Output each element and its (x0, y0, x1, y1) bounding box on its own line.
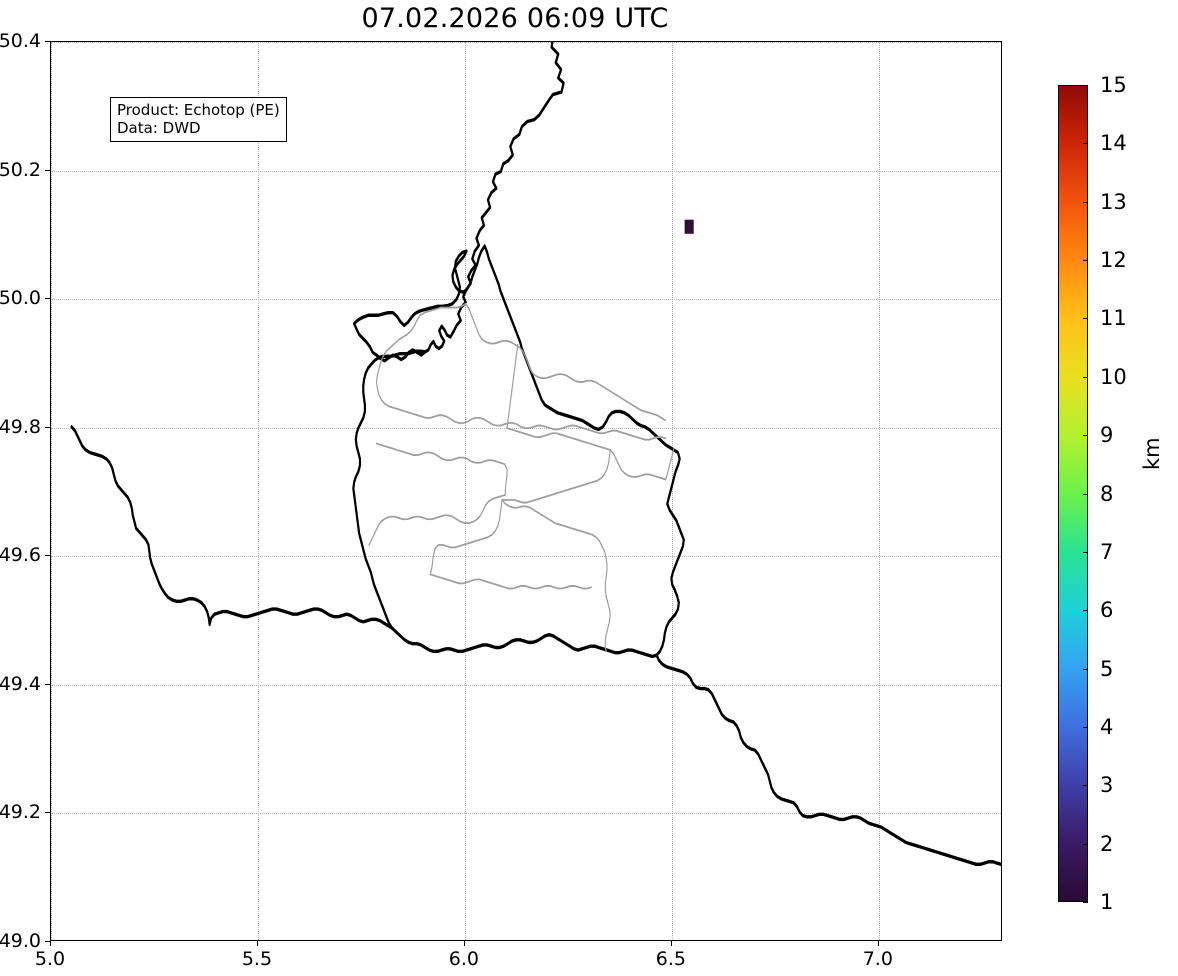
x-tick-mark (50, 941, 51, 946)
x-tick-label: 5.5 (241, 948, 273, 970)
luxembourg-canton-borders-group (368, 302, 675, 653)
colorbar-tick-label: 12 (1100, 248, 1127, 273)
colorbar-tick-mark (1083, 493, 1088, 495)
y-tick-label: 49.2 (0, 801, 41, 824)
colorbar-tick-label: 14 (1100, 131, 1127, 156)
x-tick-mark (877, 941, 879, 946)
y-tick-mark (45, 812, 50, 814)
canton-border-vianden-diekirch (465, 302, 667, 422)
national-borders-group (70, 42, 1001, 867)
y-tick-mark (45, 941, 50, 942)
x-tick-label: 6.5 (655, 948, 686, 970)
x-tick-label: 7.0 (862, 948, 893, 970)
radar-echo-pixel (684, 219, 694, 234)
colorbar-tick-label: 6 (1100, 598, 1114, 623)
canton-border-luxembourg-remich (501, 449, 611, 504)
france-germany-border (655, 653, 1001, 867)
colorbar-tick-mark (1083, 260, 1088, 262)
x-tick-label: 6.0 (448, 948, 480, 970)
colorbar-tick-mark (1083, 726, 1088, 728)
belgium-germany-border (452, 42, 565, 334)
y-tick-mark (45, 41, 50, 42)
luxembourg-national-border (352, 244, 685, 659)
colorbar-tick-label: 2 (1100, 831, 1114, 856)
colorbar-unit-label: km (1140, 437, 1164, 470)
colorbar-tick-mark (1083, 376, 1088, 378)
x-tick-mark (256, 941, 258, 946)
colorbar-tick-label: 4 (1100, 714, 1114, 739)
belgium-france-border (70, 425, 394, 630)
y-tick-label: 50.4 (0, 30, 41, 52)
info-box: Product: Echotop (PE) Data: DWD (110, 97, 287, 142)
map-canvas (70, 42, 1001, 867)
colorbar-tick-label: 3 (1100, 773, 1114, 798)
canton-border-wiltz-redange (375, 355, 667, 441)
x-tick-mark (670, 941, 672, 946)
colorbar-tick-mark (1083, 143, 1088, 145)
radar-echo-group (684, 219, 694, 234)
x-tick-label: 5.0 (34, 948, 66, 970)
x-tick-mark (463, 941, 465, 946)
colorbar-tick-label: 1 (1100, 890, 1114, 914)
y-tick-label: 49.6 (0, 544, 41, 567)
gridline-horizontal (51, 556, 1001, 558)
canton-border-remich-south (501, 499, 611, 653)
colorbar-tick-label: 8 (1100, 481, 1114, 506)
y-tick-label: 50.2 (0, 158, 41, 181)
colorbar-tick-label: 5 (1100, 656, 1114, 681)
colorbar-tick-label: 13 (1100, 189, 1127, 214)
colorbar-tick-mark (1083, 668, 1088, 670)
gridline-vertical (464, 42, 466, 940)
gridline-vertical (257, 42, 259, 940)
canton-border-capellen-esch (368, 493, 506, 546)
gridline-vertical (671, 42, 673, 940)
y-tick-mark (45, 555, 50, 557)
colorbar-tick-label: 15 (1100, 73, 1127, 97)
colorbar-tick-label: 11 (1100, 306, 1127, 331)
colorbar-tick-mark (1083, 201, 1088, 203)
y-tick-mark (45, 683, 50, 685)
colorbar-tick-mark (1083, 610, 1088, 612)
y-tick-mark (45, 298, 50, 300)
border-detail-loop-north (424, 324, 455, 354)
colorbar-tick-label: 7 (1100, 539, 1114, 564)
y-tick-label: 49.4 (0, 672, 41, 695)
canton-border-diekirch-echternach (506, 343, 519, 430)
colorbar-tick-mark (1083, 902, 1088, 903)
info-data-line: Data: DWD (117, 119, 201, 137)
gridline-horizontal (51, 170, 1001, 172)
colorbar-tick-mark (1083, 785, 1088, 787)
canton-border-luxembourg-grevenmacher (506, 427, 667, 481)
y-tick-label: 49.8 (0, 415, 41, 438)
colorbar-tick-mark (1083, 843, 1088, 845)
canton-border-clervaux-wiltz (382, 302, 467, 358)
colorbar-tick-label: 10 (1100, 364, 1127, 389)
y-tick-label: 50.0 (0, 287, 41, 310)
y-tick-mark (45, 169, 50, 171)
y-tick-label: 49.0 (0, 930, 41, 952)
colorbar-tick-mark (1083, 551, 1088, 553)
canton-border-grevenmacher-east (665, 447, 675, 481)
colorbar-tick-mark (1083, 318, 1088, 320)
gridline-vertical (878, 42, 880, 940)
colorbar-tick-mark (1083, 435, 1088, 437)
canton-border-esch-south-spur (429, 573, 592, 590)
page-title: 07.02.2026 06:09 UTC (361, 3, 669, 34)
canton-border-esch-luxembourg (429, 499, 503, 576)
info-product-line: Product: Echotop (PE) (117, 101, 280, 119)
gridline-vertical (51, 42, 52, 940)
gridline-horizontal (51, 42, 1001, 43)
gridline-horizontal (51, 684, 1001, 686)
y-tick-mark (45, 426, 50, 428)
canton-border-redange-capellen (375, 442, 508, 496)
colorbar-tick-label: 9 (1100, 423, 1114, 448)
colorbar-tick-mark (1083, 85, 1088, 86)
gridline-horizontal (51, 813, 1001, 815)
gridline-horizontal (51, 299, 1001, 301)
map-plot-area[interactable]: Product: Echotop (PE) Data: DWD (50, 41, 1002, 941)
